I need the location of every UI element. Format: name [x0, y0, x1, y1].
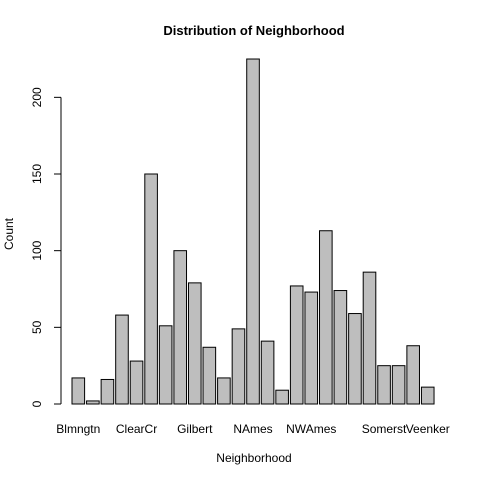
x-tick-label: NAmes: [233, 422, 272, 436]
x-axis-label: Neighborhood: [216, 451, 291, 465]
bar-sawyerw: [362, 271, 377, 405]
bar-somerst: [377, 365, 391, 405]
y-tick-label: 200: [30, 87, 44, 107]
y-axis: 0 50 100 150 200: [30, 87, 62, 407]
bar-gilbert: [187, 282, 202, 405]
y-tick-label: 150: [30, 164, 44, 184]
bar-brkside: [115, 314, 129, 405]
bar-timber: [406, 345, 420, 405]
bar-npkvill: [275, 389, 289, 405]
x-tick-label: Veenker: [406, 422, 450, 436]
bar-brdale: [100, 378, 115, 405]
bar-swisu: [333, 290, 348, 405]
bar-nridght: [289, 285, 304, 405]
bar-edwards: [173, 250, 188, 405]
y-tick-label: 100: [30, 240, 44, 260]
y-tick-label: 50: [30, 320, 44, 334]
bar-idotrr: [202, 346, 217, 405]
bar-mitchel: [231, 328, 246, 405]
bars-group: [71, 58, 435, 405]
bar-blmngtn: [71, 377, 86, 405]
bar-names: [246, 58, 260, 405]
x-tick-label: NWAmes: [286, 422, 336, 436]
x-tick-label: Gilbert: [177, 422, 213, 436]
bar-clearcr: [129, 360, 144, 405]
bar-stonebr: [391, 365, 406, 405]
x-tick-label: Blmngtn: [56, 422, 100, 436]
bar-blueste: [86, 400, 100, 405]
x-tick-label: Somerst: [362, 422, 407, 436]
y-axis-label: Count: [2, 217, 16, 250]
bar-veenker: [420, 386, 435, 405]
y-tick-label: 0: [30, 400, 44, 407]
bar-collgcr: [144, 173, 158, 405]
chart-title: Distribution of Neighborhood: [163, 23, 344, 38]
x-tick-labels: Blmngtn ClearCr Gilbert NAmes NWAmes Somerst V…: [56, 422, 449, 436]
bar-sawyer: [348, 313, 362, 405]
bar-noridge: [260, 340, 275, 405]
bar-nwames: [304, 291, 319, 405]
bar-oldtown: [319, 230, 333, 405]
bar-crawfor: [158, 325, 173, 405]
bar-meadowv: [217, 377, 231, 405]
x-tick-label: ClearCr: [116, 422, 157, 436]
